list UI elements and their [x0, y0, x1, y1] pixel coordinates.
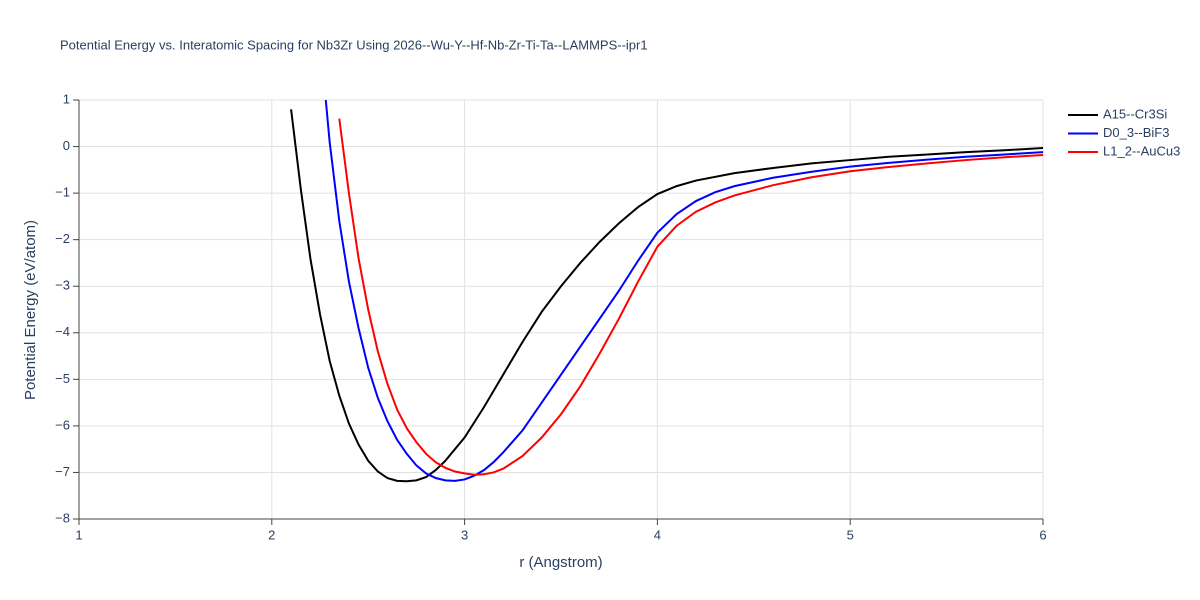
y-tick-label: −6	[55, 417, 70, 432]
series-line	[338, 118, 1043, 476]
x-axis-title: r (Angstrom)	[519, 554, 602, 571]
y-tick-label: −5	[55, 371, 70, 386]
legend-label: L1_2--AuCu3	[1103, 143, 1180, 158]
x-tick-label: 1	[75, 527, 82, 542]
y-tick-label: 0	[63, 138, 70, 153]
series-line	[290, 109, 1043, 483]
plot-area	[290, 100, 1043, 483]
legend-label: D0_3--BiF3	[1103, 125, 1169, 140]
x-tick-label: 5	[847, 527, 854, 542]
y-tick-label: 1	[63, 91, 70, 106]
x-tick-label: 2	[268, 527, 275, 542]
y-tick-label: −4	[55, 324, 70, 339]
x-tick-label: 6	[1039, 527, 1046, 542]
y-tick-label: −3	[55, 278, 70, 293]
y-axis-title: Potential Energy (eV/atom)	[22, 220, 39, 400]
series-line	[324, 100, 1043, 482]
y-tick-label: −2	[55, 231, 70, 246]
legend-label: A15--Cr3Si	[1103, 106, 1167, 121]
y-tick-label: −1	[55, 185, 70, 200]
x-tick-label: 4	[654, 527, 661, 542]
x-tick-label: 3	[461, 527, 468, 542]
y-tick-label: −8	[55, 510, 70, 525]
chart-title: Potential Energy vs. Interatomic Spacing…	[60, 37, 648, 52]
y-tick-label: −7	[55, 464, 70, 479]
